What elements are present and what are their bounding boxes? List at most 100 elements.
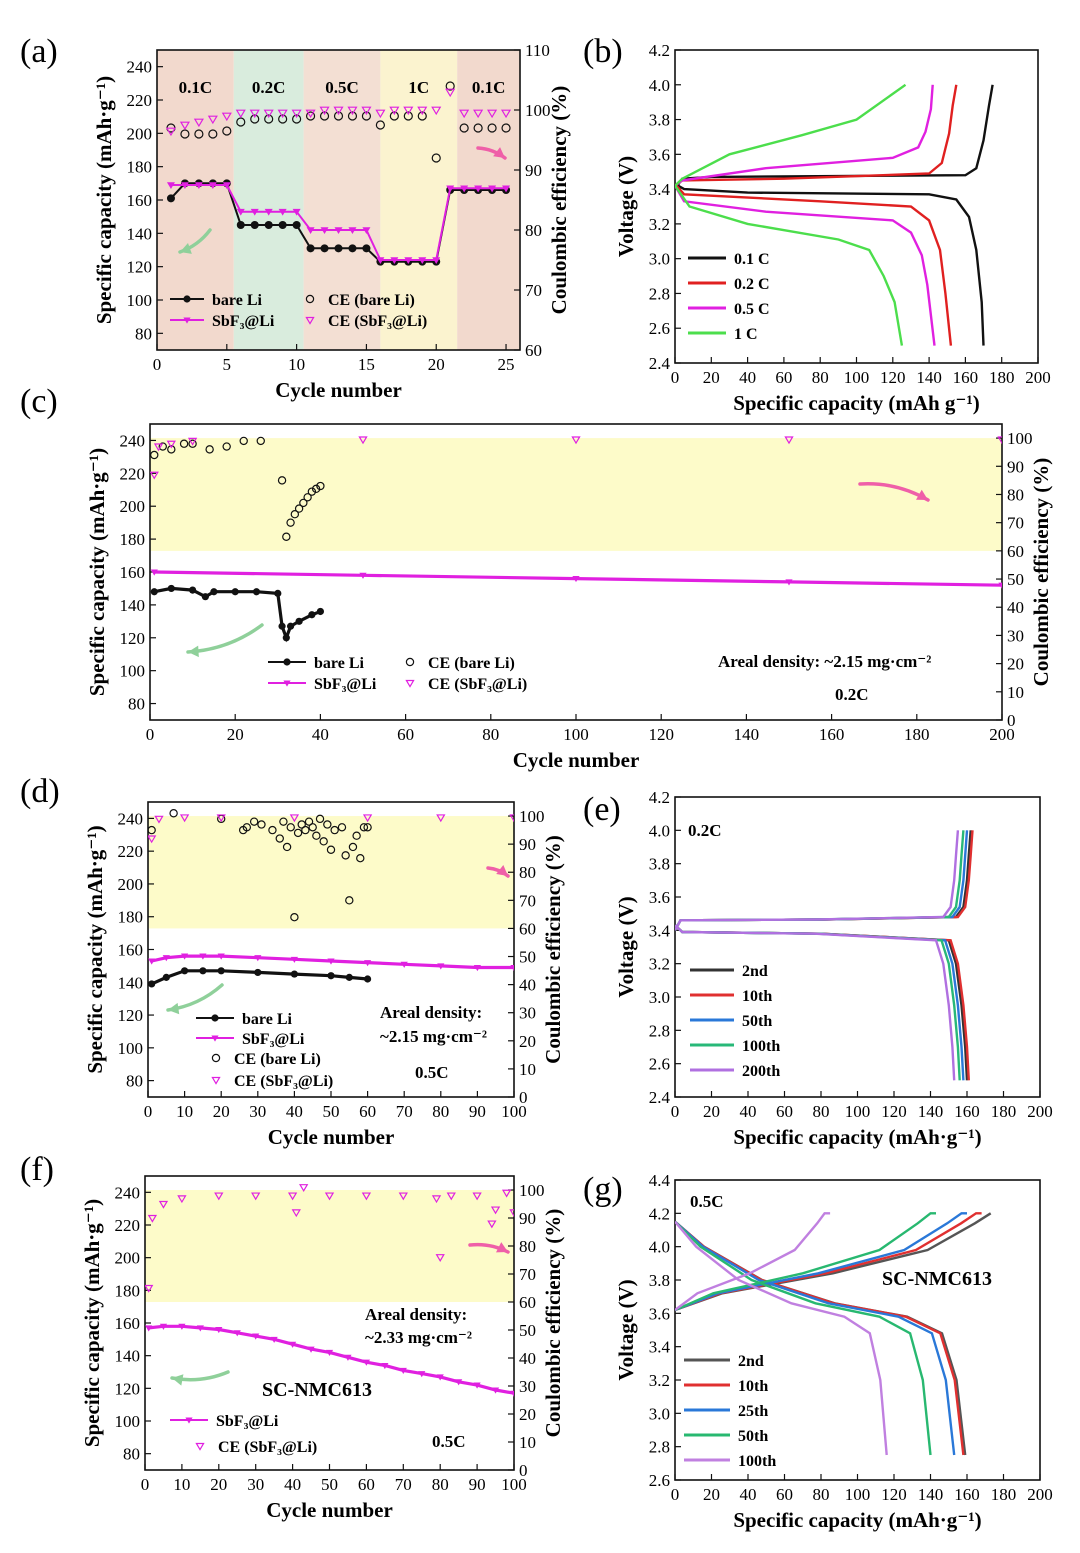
y-tick-label: 2.6: [649, 1471, 670, 1490]
legend-label: CE (bare Li): [234, 1051, 321, 1068]
x-tick-label: 200: [1027, 1102, 1053, 1121]
y2-tick-label: 20: [519, 1032, 536, 1051]
data-point: [183, 295, 191, 303]
y-tick-label: 100: [118, 1039, 144, 1058]
data-point: [199, 967, 207, 975]
data-point: [459, 123, 469, 133]
data-point: [399, 1367, 407, 1374]
y-tick-label: 180: [120, 530, 146, 549]
legend-label: 0.1 C: [734, 251, 770, 268]
data-point: [436, 1374, 444, 1381]
data-point: [195, 1442, 205, 1451]
x-axis-title: Cycle number: [275, 378, 402, 402]
areal-density-annotation: Areal density:: [365, 1305, 467, 1324]
data-point: [472, 1192, 482, 1201]
data-point: [572, 576, 580, 583]
x-tick-label: 160: [819, 725, 845, 744]
data-point: [254, 968, 262, 977]
data-point: [217, 967, 225, 975]
y2-tick-label: 80: [519, 863, 536, 882]
legend-label: SbF₃@Li: [314, 676, 377, 693]
legend-entry: 25th: [684, 1403, 768, 1420]
charge-curve-10th: [675, 1212, 982, 1312]
arrow-head: [180, 243, 192, 254]
data-point: [501, 1189, 512, 1198]
data-point: [320, 227, 329, 234]
y-tick-label: 3.6: [649, 1304, 670, 1323]
y-tick-label: 2.8: [649, 284, 670, 303]
discharge-curve-100th: [675, 1220, 888, 1456]
y2-tick-label: 20: [519, 1405, 536, 1424]
data-point: [251, 1192, 261, 1201]
y-tick-label: 220: [115, 1216, 141, 1235]
panel-d: (d)0 10 20 30 40 50 60 70 80 90 100801001201401601…: [20, 773, 565, 1149]
x-tick-label: 10: [173, 1475, 190, 1494]
rate-annotation: 0.5C: [690, 1192, 724, 1211]
x-tick-label: 90: [469, 1475, 486, 1494]
y2-tick-label: 60: [519, 919, 536, 938]
data-point: [319, 111, 330, 121]
discharge-curve-05C: [675, 184, 936, 346]
data-point: [153, 443, 164, 452]
y2-tick-label: 70: [525, 281, 542, 300]
rate-band: [303, 50, 381, 350]
legend-label: 0.5 C: [734, 301, 770, 318]
discharge-curve-200th: [675, 924, 956, 1081]
data-point: [345, 896, 354, 905]
data-point: [341, 851, 350, 860]
x-tick-label: 30: [247, 1475, 264, 1494]
legend-label: CE (SbF₃@Li): [234, 1073, 333, 1090]
data-point: [405, 657, 415, 667]
data-point: [159, 1323, 168, 1330]
data-point: [784, 436, 794, 445]
data-point: [150, 569, 158, 576]
data-point: [283, 658, 291, 666]
data-point: [305, 316, 315, 325]
y-tick-label: 120: [127, 258, 153, 277]
data-point: [510, 1390, 514, 1397]
legend-label: CE (SbF₃@Li): [428, 676, 527, 693]
panel-label: (g): [583, 1171, 623, 1208]
data-point: [215, 1327, 223, 1334]
data-point: [194, 129, 204, 139]
legend-entry: SbF₃@Li: [170, 313, 275, 330]
y-tick-label: 3.4: [649, 180, 671, 199]
data-point: [179, 439, 189, 448]
y-tick-label: 160: [127, 191, 153, 210]
x-tick-label: 200: [1027, 1485, 1053, 1504]
data-point: [305, 294, 315, 304]
data-point: [235, 109, 246, 119]
x-tick-label: 25: [498, 355, 515, 374]
data-point: [510, 965, 514, 972]
legend-entry: 1 C: [688, 326, 758, 343]
data-point: [286, 823, 295, 832]
data-point: [431, 106, 442, 116]
areal-density-annotation: Areal density: ~2.15 mg·cm⁻²: [718, 652, 931, 671]
data-point: [362, 814, 373, 823]
y2-tick-label: 30: [519, 1377, 536, 1396]
data-point: [435, 1254, 445, 1262]
x-tick-label: 120: [880, 368, 906, 387]
legend-label: 25th: [738, 1403, 768, 1420]
rate-annotation: 0.2C: [688, 821, 722, 840]
legend-entry: 200th: [690, 1063, 780, 1080]
data-point: [431, 1195, 442, 1204]
data-point: [487, 109, 498, 119]
arrow-shaft: [186, 623, 264, 654]
x-tick-label: 40: [284, 1475, 301, 1494]
data-point: [348, 244, 357, 253]
legend-g: 2nd 10th 25th 50th 100th 0.5C SC-NMC613: [684, 1192, 992, 1470]
charge-curve-2nd: [675, 830, 972, 931]
data-point: [418, 257, 427, 264]
legend-entry: 100th: [690, 1038, 780, 1055]
legend-label: CE (bare Li): [328, 292, 415, 309]
data-point: [292, 114, 302, 124]
data-point: [381, 1362, 389, 1370]
data-point: [432, 257, 441, 264]
y-tick-label: 140: [115, 1347, 141, 1366]
y2-tick-label: 90: [519, 835, 536, 854]
legend-label: 50th: [738, 1428, 768, 1445]
legend-c: bare Li SbF₃@Li CE (bare Li) CE (SbF₃@Li) Ar…: [186, 482, 931, 704]
y2-tick-label: 100: [525, 101, 551, 120]
